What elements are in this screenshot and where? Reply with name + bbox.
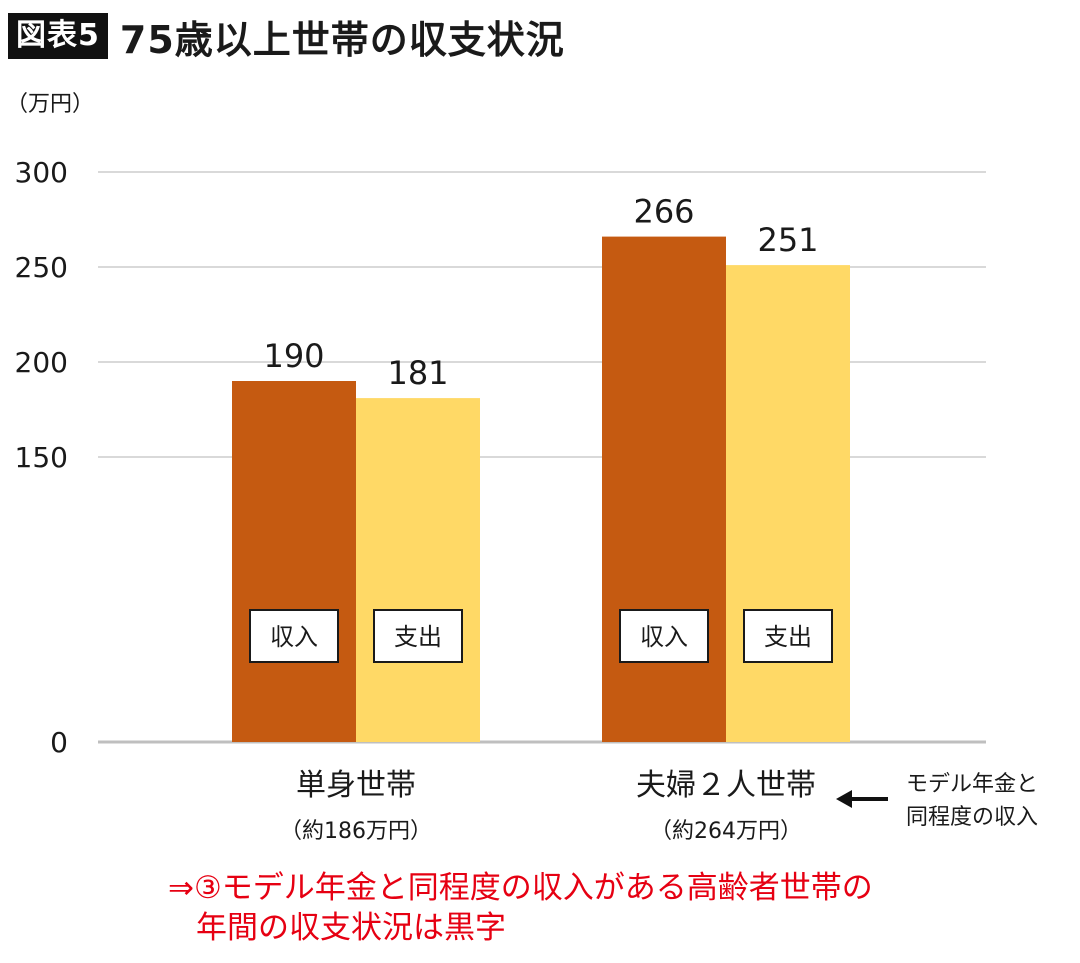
bar bbox=[602, 236, 726, 742]
bar bbox=[356, 398, 480, 742]
arrow-head bbox=[836, 790, 852, 808]
series-label-box bbox=[249, 609, 339, 663]
note-line-2: 同程度の収入 bbox=[906, 805, 1039, 830]
y-tick-label: 250 bbox=[15, 251, 68, 284]
data-label: 266 bbox=[633, 193, 694, 231]
series-label-box bbox=[619, 609, 709, 663]
y-axis-unit: （万円） bbox=[6, 92, 95, 117]
series-label-box bbox=[743, 609, 833, 663]
x-category-label: 単身世帯 bbox=[296, 768, 416, 803]
series-label: 収入 bbox=[640, 623, 688, 651]
series-label: 収入 bbox=[270, 623, 318, 651]
x-category-note: （約186万円） bbox=[280, 819, 432, 844]
data-label: 181 bbox=[387, 354, 448, 392]
bar bbox=[232, 381, 356, 742]
title-row: 図表5 75歳以上世帯の収支状況 bbox=[8, 10, 565, 62]
data-label: 251 bbox=[757, 221, 818, 259]
series-label: 支出 bbox=[764, 623, 812, 651]
bar bbox=[726, 265, 850, 742]
x-category-label: 夫婦２人世帯 bbox=[636, 768, 816, 803]
y-tick-label: 150 bbox=[15, 441, 68, 474]
data-label: 190 bbox=[263, 337, 324, 375]
conclusion-line-2: 年間の収支状況は黒字 bbox=[196, 910, 506, 946]
y-tick-label: 200 bbox=[15, 346, 68, 379]
series-label-box bbox=[373, 609, 463, 663]
y-tick-label: 0 bbox=[50, 726, 68, 759]
model-pension-note: モデル年金と 同程度の収入 bbox=[906, 768, 1078, 834]
figure-badge: 図表5 bbox=[8, 13, 108, 59]
conclusion-line-1: ⇒③モデル年金と同程度の収入がある高齢者世帯の bbox=[168, 870, 873, 906]
chart-title: 75歳以上世帯の収支状況 bbox=[119, 17, 565, 62]
conclusion-text: ⇒③モデル年金と同程度の収入がある高齢者世帯の 年間の収支状況は黒字 bbox=[168, 868, 1028, 948]
note-line-1: モデル年金と bbox=[906, 772, 1039, 797]
y-tick-label: 300 bbox=[15, 156, 68, 189]
series-label: 支出 bbox=[394, 623, 442, 651]
x-category-note: （約264万円） bbox=[650, 819, 802, 844]
